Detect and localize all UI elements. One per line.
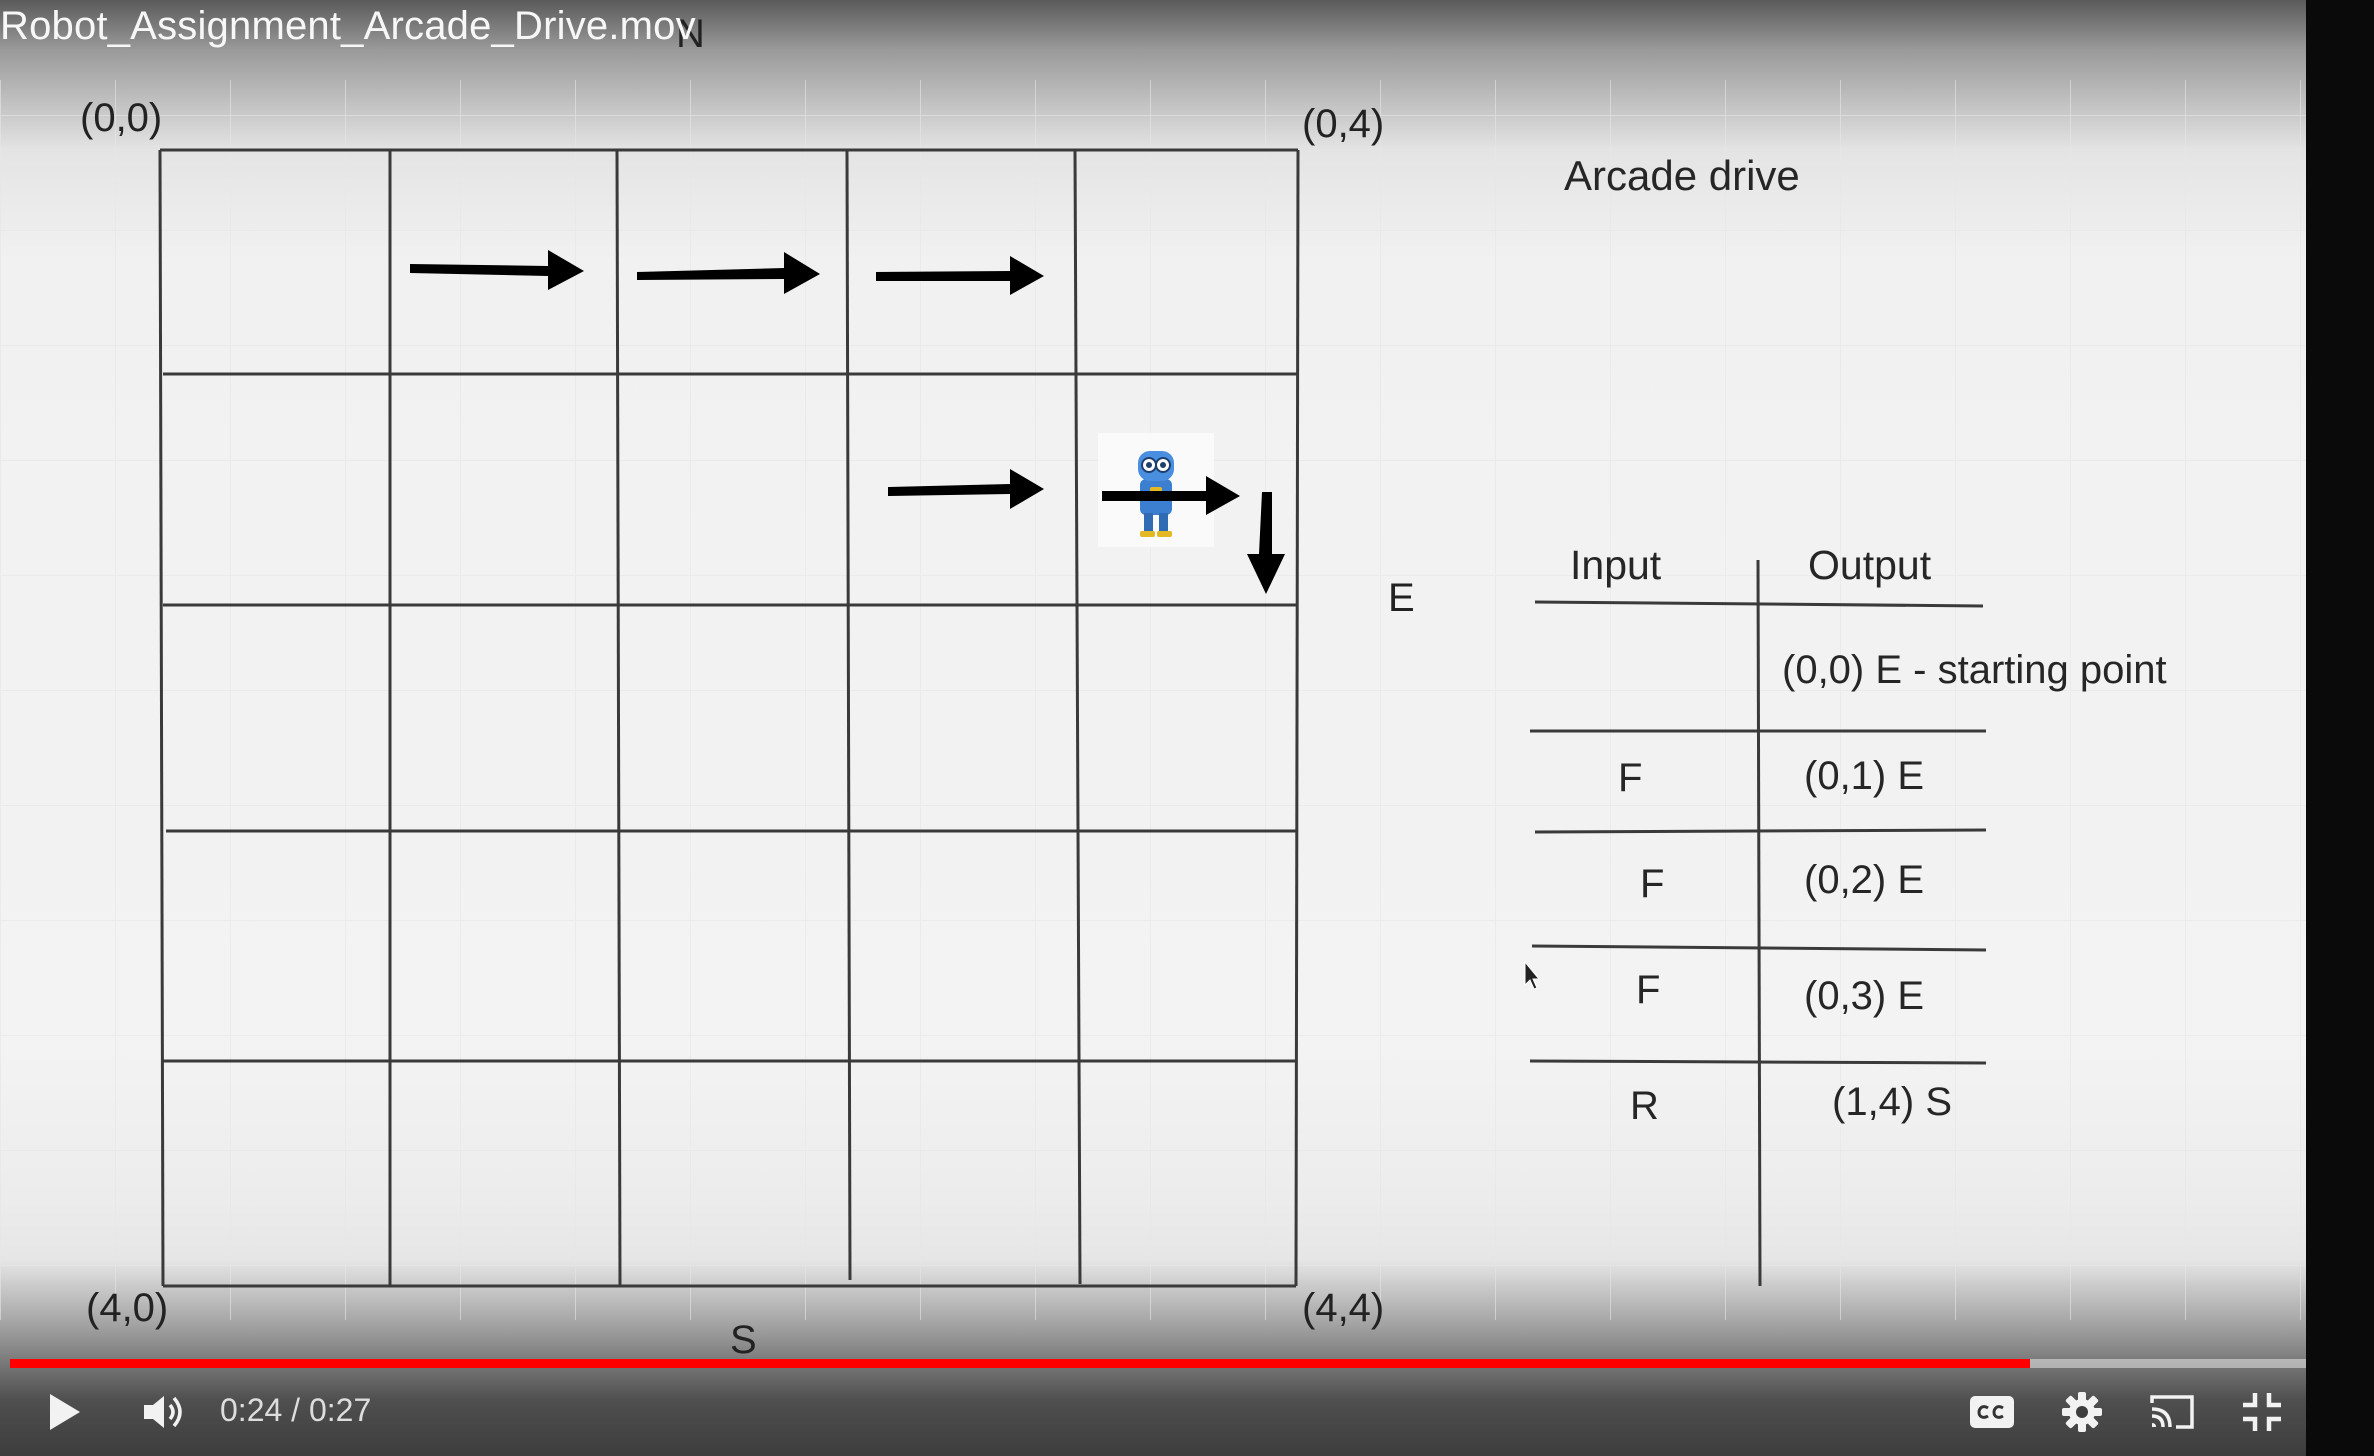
- grid-diagram: [0, 80, 2306, 1320]
- time-separator: /: [282, 1392, 309, 1428]
- table-row-3-output: (0,3) E: [1804, 974, 1925, 1018]
- video-frame: N S E (0,0) (0,4) (4,0) (4,4) Arcade dri…: [0, 12, 2306, 1362]
- path-arrows: [410, 250, 1541, 990]
- mute-button[interactable]: [124, 1368, 204, 1456]
- exit-fullscreen-icon: [2243, 1393, 2281, 1431]
- slide-heading: Arcade drive: [1564, 152, 1800, 199]
- south-label: S: [730, 1318, 757, 1362]
- down-arrow-icon: [1247, 492, 1285, 594]
- grid-line: [1294, 149, 1300, 1287]
- right-arrow-icon: [888, 469, 1044, 509]
- arrows: [410, 250, 1285, 594]
- table-header-output: Output: [1808, 542, 1932, 588]
- play-icon: [50, 1394, 80, 1430]
- corner-bottom-right: (4,4): [1302, 1286, 1385, 1330]
- volume-icon: [144, 1396, 182, 1428]
- table-line: [1529, 1059, 1987, 1065]
- north-label: N: [676, 12, 705, 56]
- table-header-input: Input: [1570, 542, 1662, 588]
- right-arrow-icon: [637, 252, 820, 294]
- duration: 0:27: [308, 1392, 372, 1428]
- cast-icon: [2150, 1395, 2194, 1429]
- grid-line: [845, 149, 852, 1281]
- corner-top-left: (0,0): [80, 96, 163, 140]
- cast-button[interactable]: [2132, 1368, 2212, 1456]
- play-button[interactable]: [24, 1368, 104, 1456]
- table-row-4-output: (1,4) S: [1832, 1080, 1953, 1124]
- table-row-1-input: F: [1618, 756, 1643, 800]
- table-row-4-input: R: [1630, 1084, 1659, 1128]
- table-row-2-input: F: [1640, 862, 1665, 906]
- captions-button[interactable]: [1952, 1368, 2032, 1456]
- current-time: 0:24: [220, 1392, 283, 1428]
- player-controls: 0:24 / 0:27: [0, 1368, 2306, 1456]
- settings-icon: [2062, 1392, 2102, 1432]
- progress-fill: [10, 1359, 2031, 1368]
- progress-bar[interactable]: [10, 1359, 2306, 1368]
- mouse-cursor-icon: [1524, 960, 1541, 990]
- corner-bottom-left: (4,0): [86, 1286, 169, 1330]
- table-line: [1531, 944, 1987, 952]
- settings-button[interactable]: [2042, 1368, 2122, 1456]
- video-title: Robot_Assignment_Arcade_Drive.mov: [0, 4, 696, 48]
- right-arrow-icon: [410, 250, 584, 290]
- captions-icon: [1970, 1396, 2014, 1428]
- east-label: E: [1388, 576, 1415, 620]
- grid-line: [158, 149, 165, 1287]
- video-player[interactable]: N S E (0,0) (0,4) (4,0) (4,4) Arcade dri…: [0, 0, 2306, 1456]
- right-arrow-icon: [1102, 476, 1240, 515]
- exit-fullscreen-button[interactable]: [2222, 1368, 2302, 1456]
- table-line: [1756, 559, 1762, 1287]
- table-row-1-output: (0,1) E: [1804, 754, 1925, 798]
- table-row-3-input: F: [1636, 968, 1661, 1012]
- table-row-0-output: (0,0) E - starting point: [1782, 648, 2167, 692]
- grid-line: [1073, 149, 1082, 1285]
- letterbox-strip: [2306, 0, 2374, 1456]
- table-lines: [1529, 559, 1987, 1287]
- right-arrow-icon: [876, 256, 1044, 295]
- background-grid: [0, 80, 2306, 1320]
- table-row-2-output: (0,2) E: [1804, 858, 1925, 902]
- grid-line: [615, 149, 622, 1287]
- robot-image: [1098, 433, 1214, 547]
- corner-top-right: (0,4): [1302, 102, 1385, 146]
- time-display: 0:24 / 0:27: [220, 1392, 371, 1429]
- table-line: [1534, 828, 1987, 834]
- board-grid: [158, 148, 1300, 1288]
